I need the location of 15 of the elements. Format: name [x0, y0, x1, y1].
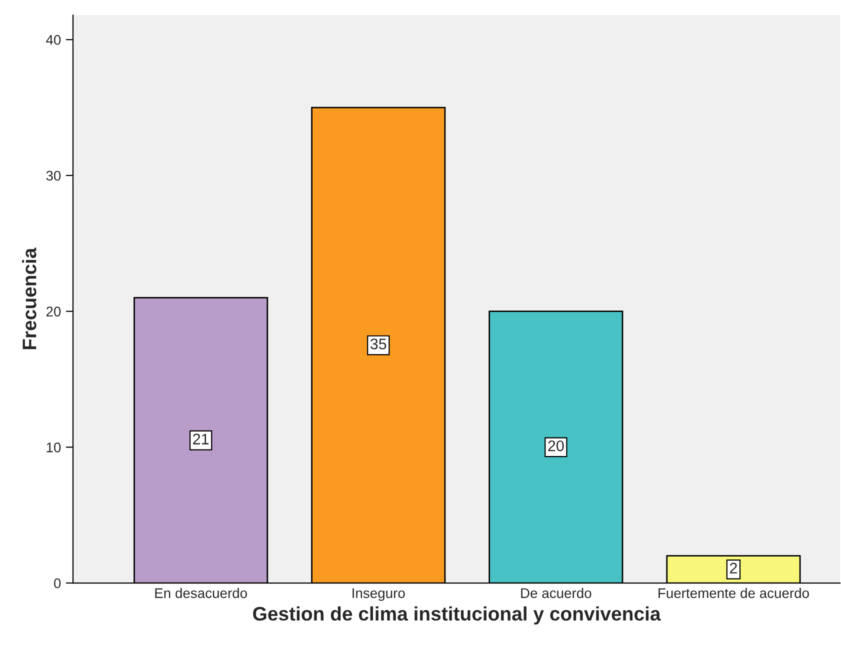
y-tick-label: 20	[46, 306, 61, 316]
data-label: 21	[193, 434, 209, 444]
x-tick-label: De acuerdo	[521, 588, 592, 598]
x-tick-label: En desacuerdo	[155, 588, 247, 598]
y-tick-label: 10	[46, 442, 61, 452]
data-label: 2	[730, 562, 737, 574]
y-axis-title: Frecuencia	[22, 248, 36, 350]
y-tick-label: 30	[46, 170, 61, 181]
y-tick-label: 40	[46, 34, 61, 45]
x-axis-title: Gestion de clima institucional y convivencia	[253, 606, 661, 625]
y-tick-label: 0	[54, 578, 61, 588]
data-label: 35	[370, 338, 386, 350]
x-tick-label: Inseguro	[352, 588, 405, 601]
data-label: 20	[548, 440, 564, 452]
x-tick-label: Fuertemente de acuerdo	[658, 588, 809, 598]
